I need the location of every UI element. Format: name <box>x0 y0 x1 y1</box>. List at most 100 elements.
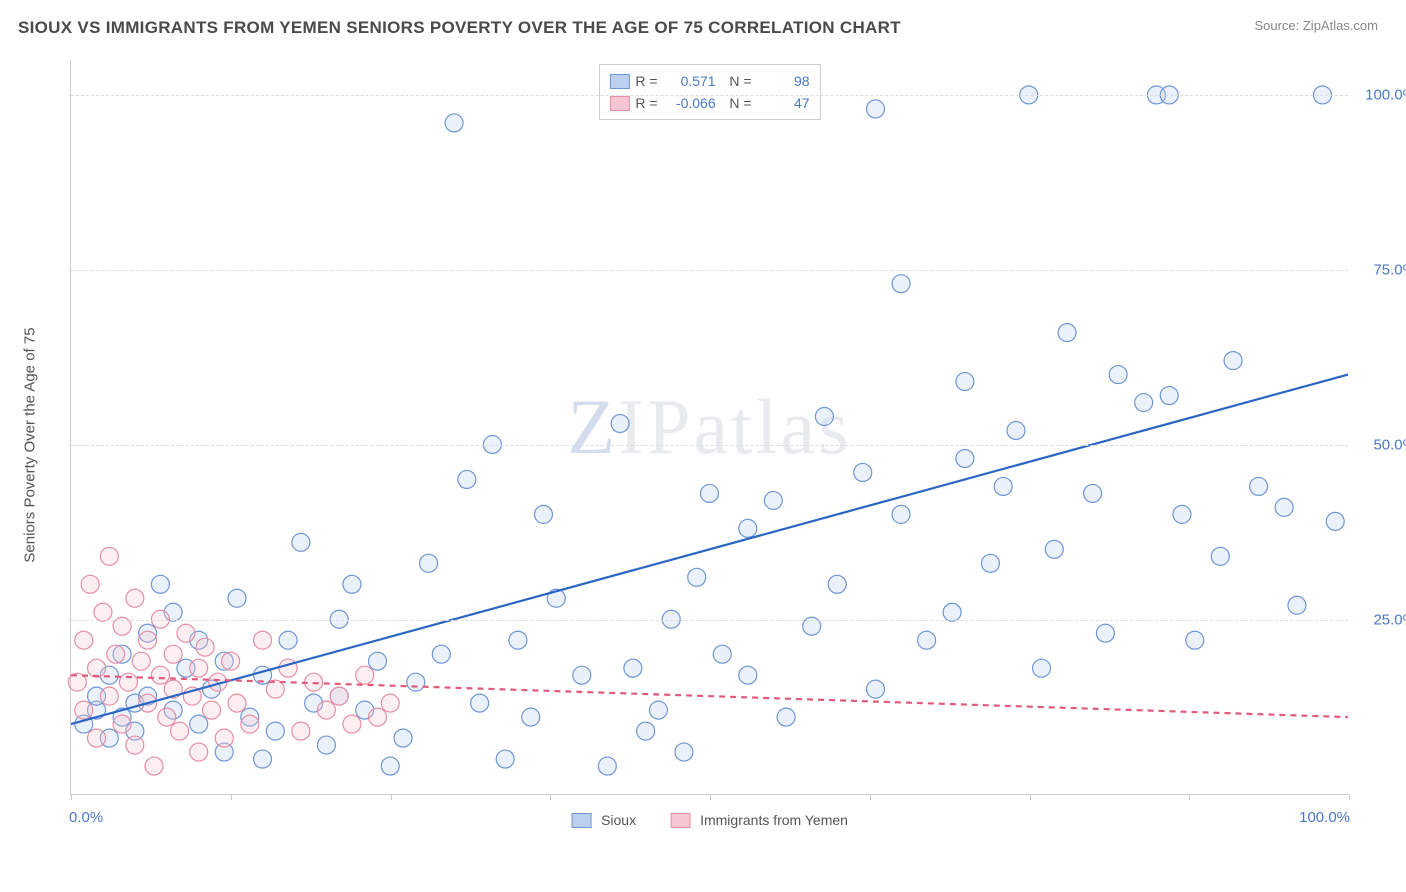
x-tick <box>550 794 551 800</box>
data-point <box>649 701 667 719</box>
data-point <box>88 659 106 677</box>
data-point <box>739 666 757 684</box>
x-axis-min-label: 0.0% <box>69 809 103 826</box>
data-point <box>1045 540 1063 558</box>
data-point <box>1288 596 1306 614</box>
data-point <box>241 715 259 733</box>
plot-region: ZIPatlas R = 0.571 N = 98 R = -0.066 N =… <box>70 60 1348 795</box>
data-point <box>292 533 310 551</box>
chart-title: SIOUX VS IMMIGRANTS FROM YEMEN SENIORS P… <box>18 18 901 38</box>
trend-line <box>71 375 1348 725</box>
data-point <box>828 575 846 593</box>
data-point <box>100 547 118 565</box>
data-point <box>892 275 910 293</box>
legend-swatch-yemen <box>670 813 690 828</box>
data-point <box>292 722 310 740</box>
data-point <box>190 715 208 733</box>
x-tick <box>1349 794 1350 800</box>
y-tick-label: 100.0% <box>1356 87 1406 104</box>
x-tick <box>391 794 392 800</box>
data-point <box>266 722 284 740</box>
header: SIOUX VS IMMIGRANTS FROM YEMEN SENIORS P… <box>0 0 1406 46</box>
data-point <box>368 652 386 670</box>
data-point <box>81 575 99 593</box>
data-point <box>1224 352 1242 370</box>
data-point <box>100 687 118 705</box>
data-point <box>164 645 182 663</box>
y-tick-label: 75.0% <box>1356 262 1406 279</box>
data-point <box>119 673 137 691</box>
data-point <box>777 708 795 726</box>
data-point <box>509 631 527 649</box>
data-point <box>177 624 195 642</box>
data-point <box>1173 505 1191 523</box>
x-tick <box>231 794 232 800</box>
gridline <box>71 620 1348 621</box>
data-point <box>126 589 144 607</box>
data-point <box>356 666 374 684</box>
x-tick <box>71 794 72 800</box>
data-point <box>867 100 885 118</box>
data-point <box>522 708 540 726</box>
trend-line <box>71 675 1348 717</box>
data-point <box>1084 484 1102 502</box>
correlation-legend: R = 0.571 N = 98 R = -0.066 N = 47 <box>598 64 820 120</box>
data-point <box>534 505 552 523</box>
data-point <box>1326 512 1344 530</box>
data-point <box>88 729 106 747</box>
x-tick <box>1030 794 1031 800</box>
data-point <box>994 477 1012 495</box>
data-point <box>381 757 399 775</box>
data-point <box>611 415 629 433</box>
data-point <box>918 631 936 649</box>
data-point <box>343 575 361 593</box>
gridline <box>71 445 1348 446</box>
data-point <box>496 750 514 768</box>
x-tick <box>1189 794 1190 800</box>
legend-swatch-sioux <box>571 813 591 828</box>
gridline <box>71 95 1348 96</box>
y-axis-title: Seniors Poverty Over the Age of 75 <box>22 327 39 562</box>
data-point <box>764 491 782 509</box>
data-point <box>228 589 246 607</box>
data-point <box>854 463 872 481</box>
data-point <box>471 694 489 712</box>
data-point <box>254 631 272 649</box>
data-point <box>1109 366 1127 384</box>
legend-label-yemen: Immigrants from Yemen <box>700 812 848 828</box>
data-point <box>190 743 208 761</box>
data-point <box>1058 324 1076 342</box>
data-point <box>222 652 240 670</box>
data-point <box>956 449 974 467</box>
data-point <box>981 554 999 572</box>
data-point <box>343 715 361 733</box>
data-point <box>1275 498 1293 516</box>
data-point <box>190 659 208 677</box>
swatch-sioux <box>609 74 629 89</box>
data-point <box>867 680 885 698</box>
legend-label-sioux: Sioux <box>601 812 636 828</box>
data-point <box>202 701 220 719</box>
data-point <box>107 645 125 663</box>
x-tick <box>870 794 871 800</box>
data-point <box>279 631 297 649</box>
data-point <box>158 708 176 726</box>
data-point <box>701 484 719 502</box>
data-point <box>75 701 93 719</box>
data-point <box>381 694 399 712</box>
data-point <box>126 736 144 754</box>
data-point <box>445 114 463 132</box>
data-point <box>815 408 833 426</box>
data-point <box>113 715 131 733</box>
n-value-sioux: 98 <box>758 73 810 89</box>
data-point <box>432 645 450 663</box>
data-point <box>1135 394 1153 412</box>
data-point <box>254 750 272 768</box>
n-value-yemen: 47 <box>758 95 810 111</box>
data-point <box>1007 422 1025 440</box>
data-point <box>458 470 476 488</box>
data-point <box>943 603 961 621</box>
swatch-yemen <box>609 96 629 111</box>
data-point <box>132 652 150 670</box>
y-tick-label: 25.0% <box>1356 612 1406 629</box>
